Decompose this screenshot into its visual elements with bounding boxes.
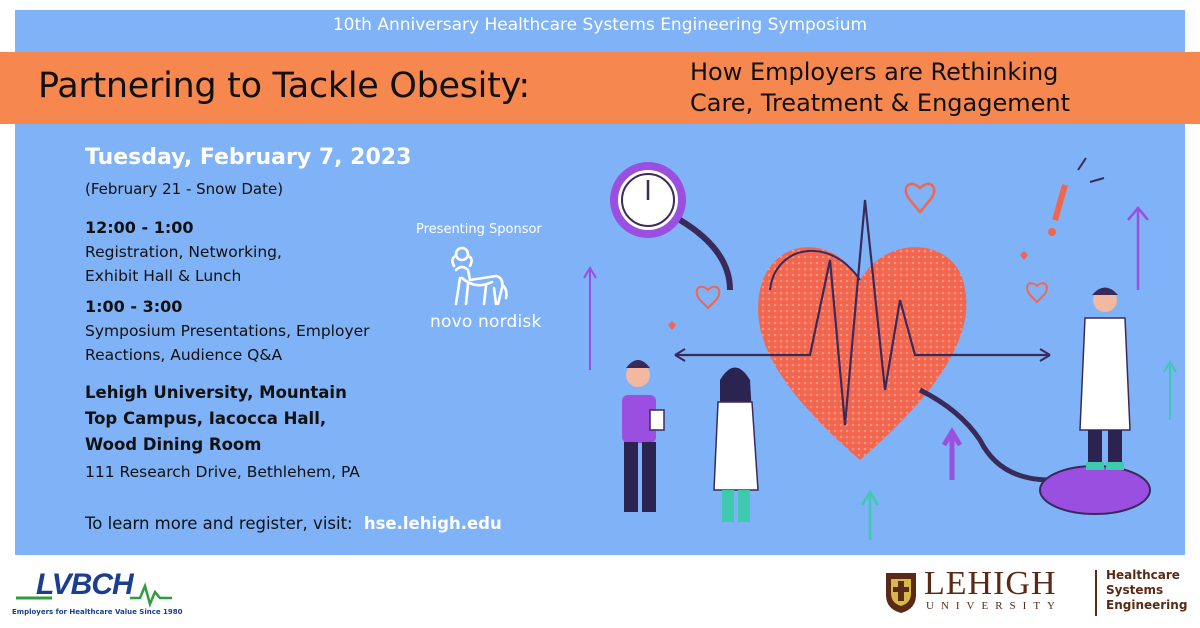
schedule-time-2: 1:00 - 3:00 bbox=[85, 297, 183, 316]
hse-line-1: Healthcare bbox=[1106, 568, 1180, 582]
person-doctor bbox=[713, 367, 759, 522]
schedule-time-1: 12:00 - 1:00 bbox=[85, 218, 194, 237]
venue-line-1: Lehigh University, Mountain bbox=[85, 383, 347, 402]
heartbeat-line bbox=[675, 199, 1050, 426]
up-arrow-icon bbox=[1127, 206, 1149, 290]
venue-address: 111 Research Drive, Bethlehem, PA bbox=[85, 463, 360, 481]
venue-line-2: Top Campus, Iacocca Hall, bbox=[85, 409, 327, 428]
lvbch-logo: LVBCH Employers for Healthcare Value Sin… bbox=[12, 568, 202, 624]
schedule-desc-1-line-2: Exhibit Hall & Lunch bbox=[85, 267, 242, 285]
subtitle-line-2: Care, Treatment & Engagement bbox=[690, 89, 1071, 117]
venue-line-3: Wood Dining Room bbox=[85, 435, 262, 454]
exclamation-icon bbox=[1052, 184, 1068, 221]
schedule-desc-1-line-1: Registration, Networking, bbox=[85, 243, 282, 261]
main-title: Partnering to Tackle Obesity: bbox=[38, 66, 530, 106]
symposium-title: 10th Anniversary Healthcare Systems Engi… bbox=[332, 15, 868, 35]
person-patient bbox=[622, 360, 665, 512]
hse-line-2: Systems bbox=[1106, 583, 1164, 597]
logo-divider bbox=[1095, 570, 1097, 616]
person-physician bbox=[1079, 287, 1131, 470]
stethoscope-chest-icon bbox=[1040, 466, 1150, 514]
event-date: Tuesday, February 7, 2023 bbox=[85, 145, 412, 170]
schedule-desc-1: Registration, Networking, Exhibit Hall &… bbox=[85, 240, 425, 288]
lehigh-wordmark: LEHIGH bbox=[924, 565, 1057, 602]
schedule-desc-2-line-1: Symposium Presentations, Employer bbox=[85, 322, 370, 340]
register-line: To learn more and register, visit: hse.l… bbox=[85, 514, 502, 533]
register-link[interactable]: hse.lehigh.edu bbox=[363, 514, 502, 533]
title-banner bbox=[0, 52, 1200, 124]
sponsor-label: Presenting Sponsor bbox=[416, 222, 542, 237]
venue: Lehigh University, Mountain Top Campus, … bbox=[85, 380, 385, 458]
snow-date: (February 21 - Snow Date) bbox=[85, 180, 284, 198]
lvbch-wordmark: LVBCH bbox=[36, 568, 134, 601]
healthcare-heart-illustration bbox=[583, 157, 1177, 540]
hse-line-3: Engineering bbox=[1106, 598, 1188, 612]
bull-icon bbox=[451, 246, 508, 306]
subtitle-line-1: How Employers are Rethinking bbox=[690, 58, 1059, 86]
lvbch-pulse-icon bbox=[16, 582, 172, 608]
sponsor-name: novo nordisk bbox=[430, 312, 542, 332]
hse-department: Healthcare Systems Engineering bbox=[1106, 568, 1188, 613]
subtitle: How Employers are Rethinking Care, Treat… bbox=[690, 57, 1070, 119]
small-heart-icon bbox=[904, 182, 936, 214]
lehigh-university-text: UNIVERSITY bbox=[926, 600, 1062, 612]
lvbch-tagline: Employers for Healthcare Value Since 198… bbox=[12, 608, 183, 616]
lehigh-shield-icon bbox=[886, 573, 916, 613]
schedule-desc-2-line-2: Reactions, Audience Q&A bbox=[85, 346, 283, 364]
schedule-desc-2: Symposium Presentations, Employer Reacti… bbox=[85, 319, 425, 367]
register-text: To learn more and register, visit: bbox=[85, 514, 353, 533]
